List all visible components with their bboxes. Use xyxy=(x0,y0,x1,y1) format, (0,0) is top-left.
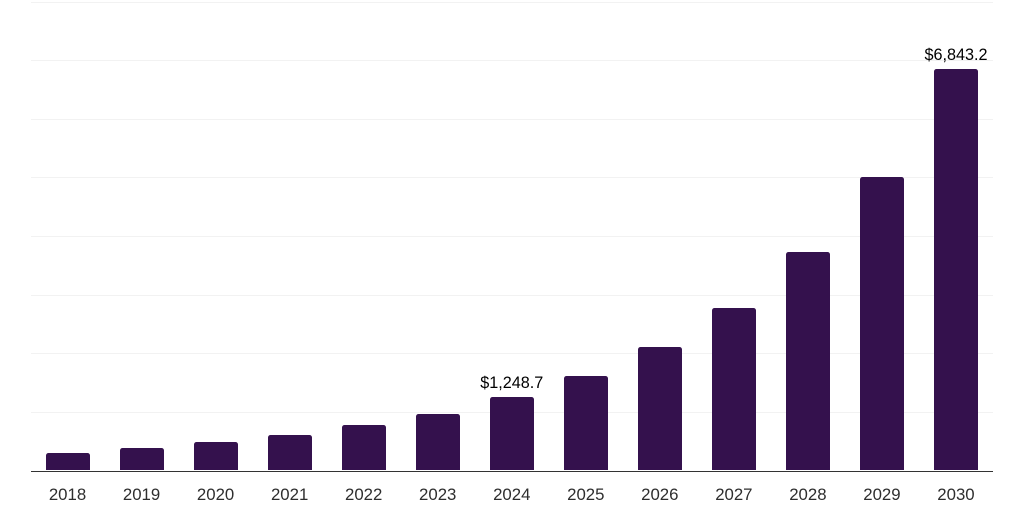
x-tick-label-2025: 2025 xyxy=(567,485,605,504)
x-tick-label-2028: 2028 xyxy=(789,485,827,504)
x-tick-label-2020: 2020 xyxy=(196,485,235,504)
bar-2018 xyxy=(45,453,90,471)
bar-2026 xyxy=(637,346,682,471)
gridline xyxy=(30,1,993,3)
x-tick-label-2019: 2019 xyxy=(122,485,161,504)
x-tick-label-2024: 2024 xyxy=(493,485,531,504)
x-tick-label-2023: 2023 xyxy=(419,485,457,504)
bar-2020 xyxy=(193,442,238,471)
bar-2030 xyxy=(933,69,978,471)
gridline xyxy=(30,353,993,355)
x-tick-label-2030: 2030 xyxy=(937,485,975,504)
bar-2022 xyxy=(341,425,386,471)
gridline xyxy=(30,177,993,179)
x-tick-label-2029: 2029 xyxy=(863,485,901,504)
x-axis-line xyxy=(30,470,993,472)
gridline xyxy=(30,60,993,62)
x-tick-label-2021: 2021 xyxy=(270,485,309,504)
gridline xyxy=(30,294,993,296)
gridline xyxy=(30,118,993,120)
bar-2025 xyxy=(563,375,608,471)
gridline xyxy=(30,236,993,237)
bar-2027 xyxy=(711,307,756,471)
data-label-2030: $6,843.2 xyxy=(924,46,988,65)
bar-2024 xyxy=(489,397,534,471)
bar-2021 xyxy=(267,435,312,471)
bar-2028 xyxy=(785,252,830,471)
x-tick-label-2027: 2027 xyxy=(715,485,753,504)
bar-2029 xyxy=(859,176,904,471)
bar-2023 xyxy=(415,413,460,471)
x-tick-label-2018: 2018 xyxy=(48,485,87,504)
data-label-2024: $1,248.7 xyxy=(480,374,544,393)
bar-2019 xyxy=(119,447,164,471)
x-tick-label-2026: 2026 xyxy=(641,485,679,504)
x-tick-label-2022: 2022 xyxy=(345,485,383,504)
